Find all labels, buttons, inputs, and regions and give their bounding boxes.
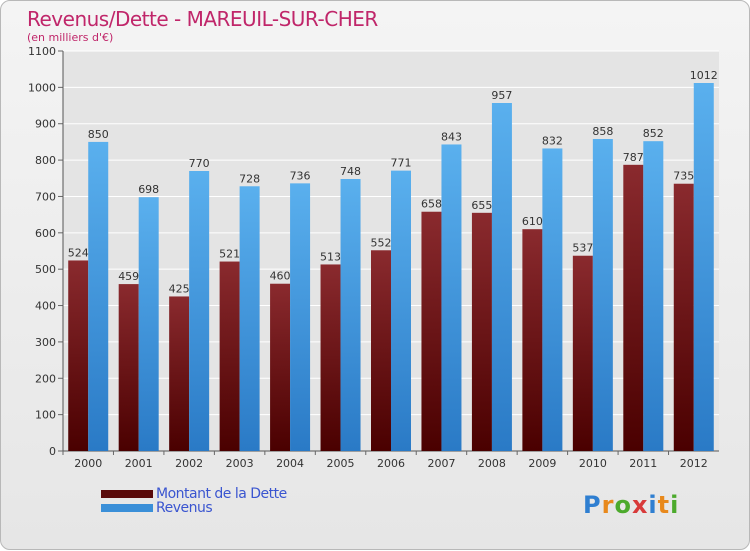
data-label-debt: 425 (169, 282, 190, 295)
data-label-debt: 459 (118, 270, 139, 283)
y-tick-label: 1000 (28, 81, 56, 94)
x-tick-label: 2012 (680, 457, 708, 470)
data-label-debt: 524 (68, 246, 89, 259)
legend-label-revenue: Revenus (156, 500, 213, 516)
data-label-debt: 521 (219, 248, 240, 261)
data-label-revenue: 728 (239, 172, 260, 185)
bar-debt (219, 261, 240, 451)
bar-debt (118, 284, 139, 451)
y-tick-label: 0 (49, 445, 56, 458)
bar-debt (522, 229, 543, 451)
bar-debt (673, 183, 694, 451)
x-tick-label: 2010 (579, 457, 607, 470)
y-tick-label: 900 (35, 118, 56, 131)
bar-debt (320, 264, 341, 451)
logo-letter: x (631, 491, 649, 519)
x-tick-label: 2006 (377, 457, 405, 470)
logo-letter: t (657, 491, 671, 519)
data-label-revenue: 843 (441, 130, 462, 143)
y-tick-label: 200 (35, 372, 56, 385)
data-label-revenue: 698 (138, 183, 159, 196)
y-tick-label: 400 (35, 300, 56, 313)
y-tick-label: 1100 (28, 45, 56, 58)
x-tick-label: 2000 (74, 457, 102, 470)
x-tick-label: 2002 (175, 457, 203, 470)
data-label-revenue: 850 (88, 128, 109, 141)
data-label-revenue: 858 (592, 125, 613, 138)
y-tick-label: 100 (35, 409, 56, 422)
data-label-revenue: 748 (340, 165, 361, 178)
y-tick-label: 500 (35, 263, 56, 276)
data-label-debt: 735 (673, 170, 694, 183)
bar-revenue (391, 170, 411, 452)
logo-letter: o (614, 491, 632, 519)
x-tick-label: 2003 (226, 457, 254, 470)
bar-revenue (542, 148, 563, 452)
x-tick-label: 2004 (276, 457, 304, 470)
data-label-revenue: 832 (542, 134, 563, 147)
bar-debt (572, 255, 593, 451)
logo-letter: r (601, 491, 615, 519)
data-label-debt: 552 (371, 236, 392, 249)
legend-label-debt: Montant de la Dette (156, 486, 287, 502)
bar-debt (169, 296, 190, 451)
x-tick-label: 2011 (629, 457, 657, 470)
bar-revenue (88, 141, 109, 451)
bar-debt (68, 260, 89, 451)
x-tick-label: 2007 (427, 457, 455, 470)
y-tick-label: 700 (35, 190, 56, 203)
x-tick-label: 2001 (125, 457, 153, 470)
bar-revenue (693, 83, 714, 451)
bar-revenue (592, 139, 613, 451)
y-tick-label: 600 (35, 227, 56, 240)
bar-revenue (491, 103, 512, 451)
legend-swatch-revenue (101, 504, 153, 512)
data-label-debt: 460 (270, 270, 291, 283)
bar-revenue (189, 171, 210, 451)
x-tick-label: 2005 (327, 457, 355, 470)
bar-debt (421, 211, 442, 451)
data-label-revenue: 770 (189, 157, 210, 170)
chart-subtitle: (en milliers d'€) (27, 31, 114, 44)
y-tick-label: 300 (35, 336, 56, 349)
logo-letter: P (583, 491, 602, 519)
bar-revenue (290, 183, 311, 451)
data-label-revenue: 1012 (690, 69, 718, 82)
data-label-revenue: 771 (391, 157, 412, 170)
data-label-debt: 537 (572, 242, 593, 255)
x-tick-label: 2009 (528, 457, 556, 470)
data-label-revenue: 736 (290, 169, 311, 182)
proxiti-logo: Proxiti (583, 491, 679, 519)
bar-debt (623, 164, 644, 451)
bar-revenue (138, 197, 159, 451)
logo-letter: i (648, 491, 658, 519)
data-label-revenue: 957 (491, 89, 512, 102)
y-tick-label: 800 (35, 154, 56, 167)
data-label-debt: 787 (623, 151, 644, 164)
bar-revenue (441, 144, 462, 452)
logo-letter: i (670, 491, 680, 519)
legend-swatch-debt (101, 490, 153, 498)
bar-revenue (340, 179, 361, 451)
data-label-debt: 513 (320, 250, 341, 263)
bar-debt (371, 250, 391, 451)
bar-revenue (643, 141, 664, 451)
data-label-revenue: 852 (643, 127, 664, 140)
bar-debt (270, 283, 291, 451)
bar-revenue (239, 186, 260, 452)
x-tick-label: 2008 (478, 457, 506, 470)
data-label-debt: 658 (421, 198, 442, 211)
chart-title: Revenus/Dette - MAREUIL-SUR-CHER (27, 7, 378, 31)
data-label-debt: 655 (471, 199, 492, 212)
data-label-debt: 610 (522, 215, 543, 228)
bar-debt (471, 212, 492, 451)
